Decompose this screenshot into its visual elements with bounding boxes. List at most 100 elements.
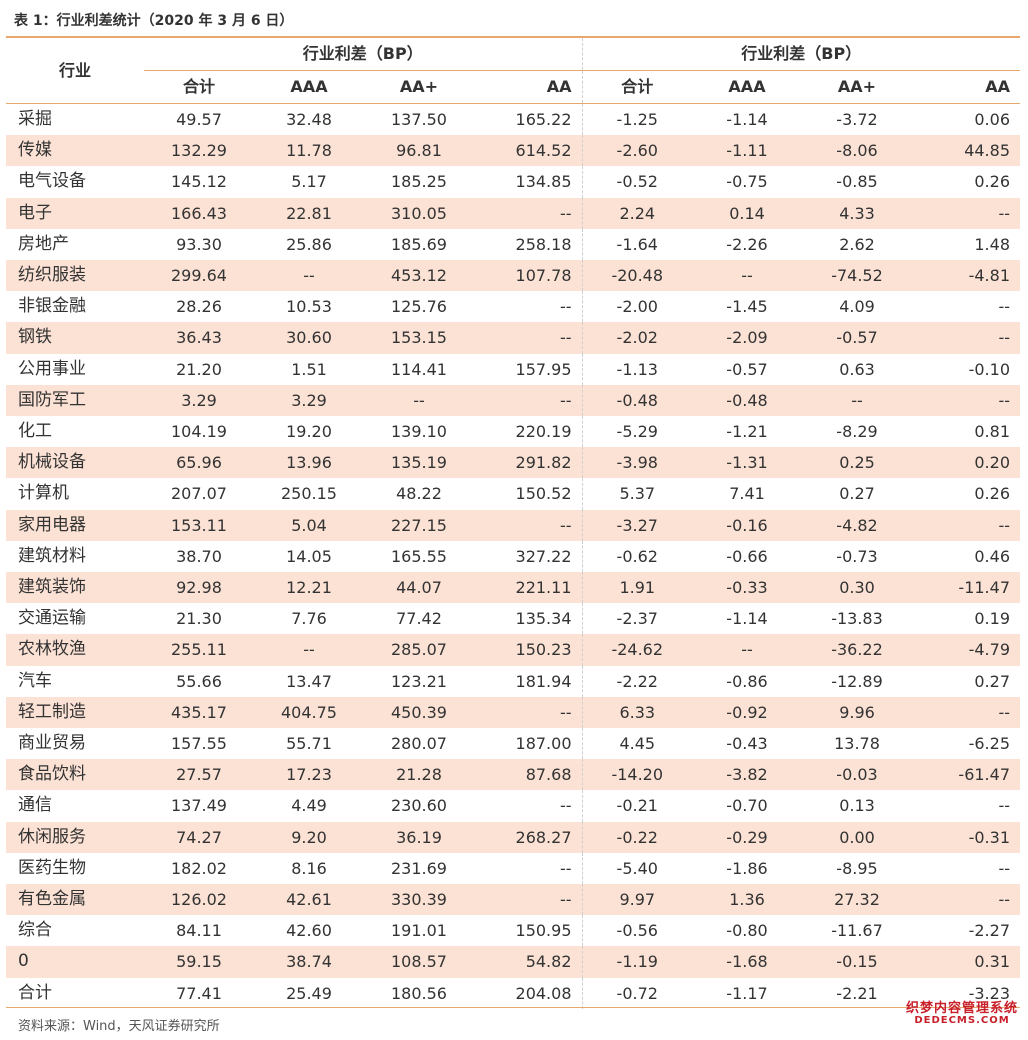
table-row: 0 59.15 38.74 108.57 54.82 -1.19 -1.68 -0.15 0.3… [6,946,1020,978]
aa-cell: 87.68 [474,759,583,791]
table-row: 电子 166.43 22.81 310.05 -- 2.24 0.14 4.33 -- [6,197,1020,229]
aaa-cell: 250.15 [281,484,337,504]
table-row: 农林牧渔 255.11 -- 285.07 150.23 -24.62 -- -36.22 -4… [6,634,1020,666]
header-total-change: 合计 [582,70,692,104]
industry-cell: 化工 [18,421,52,442]
total-change-cell: 5.37 [619,484,656,504]
aa-plus-cell: 227.15 [364,509,474,541]
aa-plus-change-cell: -2.21 [836,983,878,1003]
watermark-line1: 织梦内容管理系统 [905,1001,1018,1016]
aa-plus-cell: -- [364,384,474,417]
aa-cell: -- [474,790,583,822]
table-row: 交通运输 21.30 7.76 77.42 135.34 -2.37 -1.14 -13.83… [6,603,1020,635]
industry-cell: 有色金属 [6,884,144,916]
industry-cell: 采掘 [18,109,52,129]
aaa-cell: 42.61 [254,884,364,916]
total-cell: 207.07 [171,484,227,504]
aa-cell: 150.52 [474,478,583,510]
aa-plus-cell: 280.07 [391,734,447,754]
industry-cell: 房地产 [18,233,69,254]
aaa-change-cell: -3.82 [692,759,802,791]
aaa-cell: 25.49 [286,983,332,1003]
aa-plus-change-cell: -- [802,384,912,417]
aa-plus-cell: 453.12 [364,260,474,292]
header-group-change: 行业利差（BP） [582,38,1020,71]
aa-plus-change-cell: -0.85 [836,172,878,192]
aa-plus-change-cell: 0.00 [802,821,912,853]
total-cell: 21.30 [176,609,222,629]
aaa-change-cell: -1.14 [726,110,768,129]
table-row: 传媒 132.29 11.78 96.81 614.52 -2.60 -1.11 -8.06 4… [6,135,1020,167]
aa-plus-cell: 185.25 [391,172,447,192]
aaa-cell: 8.16 [291,858,327,878]
aaa-change-cell: -0.75 [726,172,768,192]
aaa-cell: 38.74 [254,946,364,978]
aa-plus-change-cell: 0.63 [839,359,875,379]
aa-cell: 268.27 [474,821,583,853]
table-body: 采掘 49.57 32.48 137.50 165.22 -1.25 -1.14 -3.72 0… [6,103,1020,1009]
aa-plus-change-cell: -4.82 [802,509,912,541]
table-row: 建筑装饰 92.98 12.21 44.07 221.11 1.91 -0.33 0.30 -1… [6,572,1020,604]
total-change-cell: -3.98 [582,447,692,479]
aa-change-cell: -- [998,297,1010,317]
aaa-cell: -- [254,634,364,666]
header-aaa-change: AAA [692,70,802,104]
aaa-change-cell: -2.09 [692,322,802,354]
header-aa: AA [474,70,583,104]
aa-cell: 220.19 [474,416,583,448]
table-row: 家用电器 153.11 5.04 227.15 -- -3.27 -0.16 -4.82 -- [6,509,1020,541]
aaa-cell: 9.20 [254,821,364,853]
total-change-cell: -0.21 [616,796,658,816]
aa-plus-cell: 137.50 [391,110,447,129]
aa-cell: -- [474,884,583,916]
aaa-cell: 10.53 [286,297,332,317]
table-title: 表 1：行业利差统计（2020 年 3 月 6 日） [14,13,294,29]
aa-plus-cell: 139.10 [391,422,447,442]
aa-plus-cell: 310.05 [364,197,474,229]
aa-change-cell: 0.81 [974,422,1010,442]
industry-cell: 传媒 [6,135,144,167]
aa-cell: 150.95 [474,915,583,947]
aaa-change-cell: -0.43 [726,734,768,754]
table-row: 房地产 93.30 25.86 185.69 258.18 -1.64 -2.26 2.62 1… [6,228,1020,261]
aa-plus-change-cell: 0.25 [802,447,912,479]
top-rule [6,36,1020,38]
aa-plus-cell: 230.60 [391,796,447,816]
aa-plus-change-cell: -74.52 [802,260,912,292]
table-row: 建筑材料 38.70 14.05 165.55 327.22 -0.62 -0.66 -0.7… [6,540,1020,573]
industry-cell: 商业贸易 [18,733,86,754]
table-row: 采掘 49.57 32.48 137.50 165.22 -1.25 -1.14 -3.72 0… [6,103,1020,136]
table-row: 纺织服装 299.64 -- 453.12 107.78 -20.48 -- -74.52 -4… [6,260,1020,292]
industry-cell: 家用电器 [6,509,144,541]
total-cell: 104.19 [171,422,227,442]
aa-change-cell: 0.46 [974,546,1010,566]
total-cell: 77.41 [176,983,222,1003]
aaa-change-cell: -1.45 [726,297,768,317]
aa-plus-cell: 165.55 [391,546,447,566]
aa-change-cell: -0.10 [968,359,1010,379]
aa-plus-change-cell: -12.89 [831,671,883,691]
aa-plus-change-cell: -36.22 [802,634,912,666]
total-change-cell: -14.20 [582,759,692,791]
aa-change-cell: -- [912,322,1020,354]
aa-plus-cell: 330.39 [364,884,474,916]
aa-change-cell: -- [912,384,1020,417]
aaa-cell: 1.51 [291,359,327,379]
aa-cell: 165.22 [474,103,583,136]
aa-cell: 107.78 [474,260,583,292]
aaa-cell: 30.60 [254,322,364,354]
industry-cell: 电子 [6,197,144,229]
total-change-cell: -2.37 [616,609,658,629]
aaa-change-cell: -0.29 [692,821,802,853]
aa-plus-cell: 96.81 [364,135,474,167]
bottom-rule [6,1007,1020,1008]
aa-plus-cell: 185.69 [391,234,447,254]
table-row: 轻工制造 435.17 404.75 450.39 -- 6.33 -0.92 9.96 -- [6,696,1020,729]
total-change-cell: 1.91 [582,572,692,604]
aa-change-cell: -2.27 [968,921,1010,941]
aa-change-cell: -- [912,696,1020,729]
total-cell: 38.70 [176,546,222,566]
industry-cell: 钢铁 [6,322,144,354]
aaa-cell: 5.04 [254,509,364,541]
aa-cell: 187.00 [474,728,583,760]
